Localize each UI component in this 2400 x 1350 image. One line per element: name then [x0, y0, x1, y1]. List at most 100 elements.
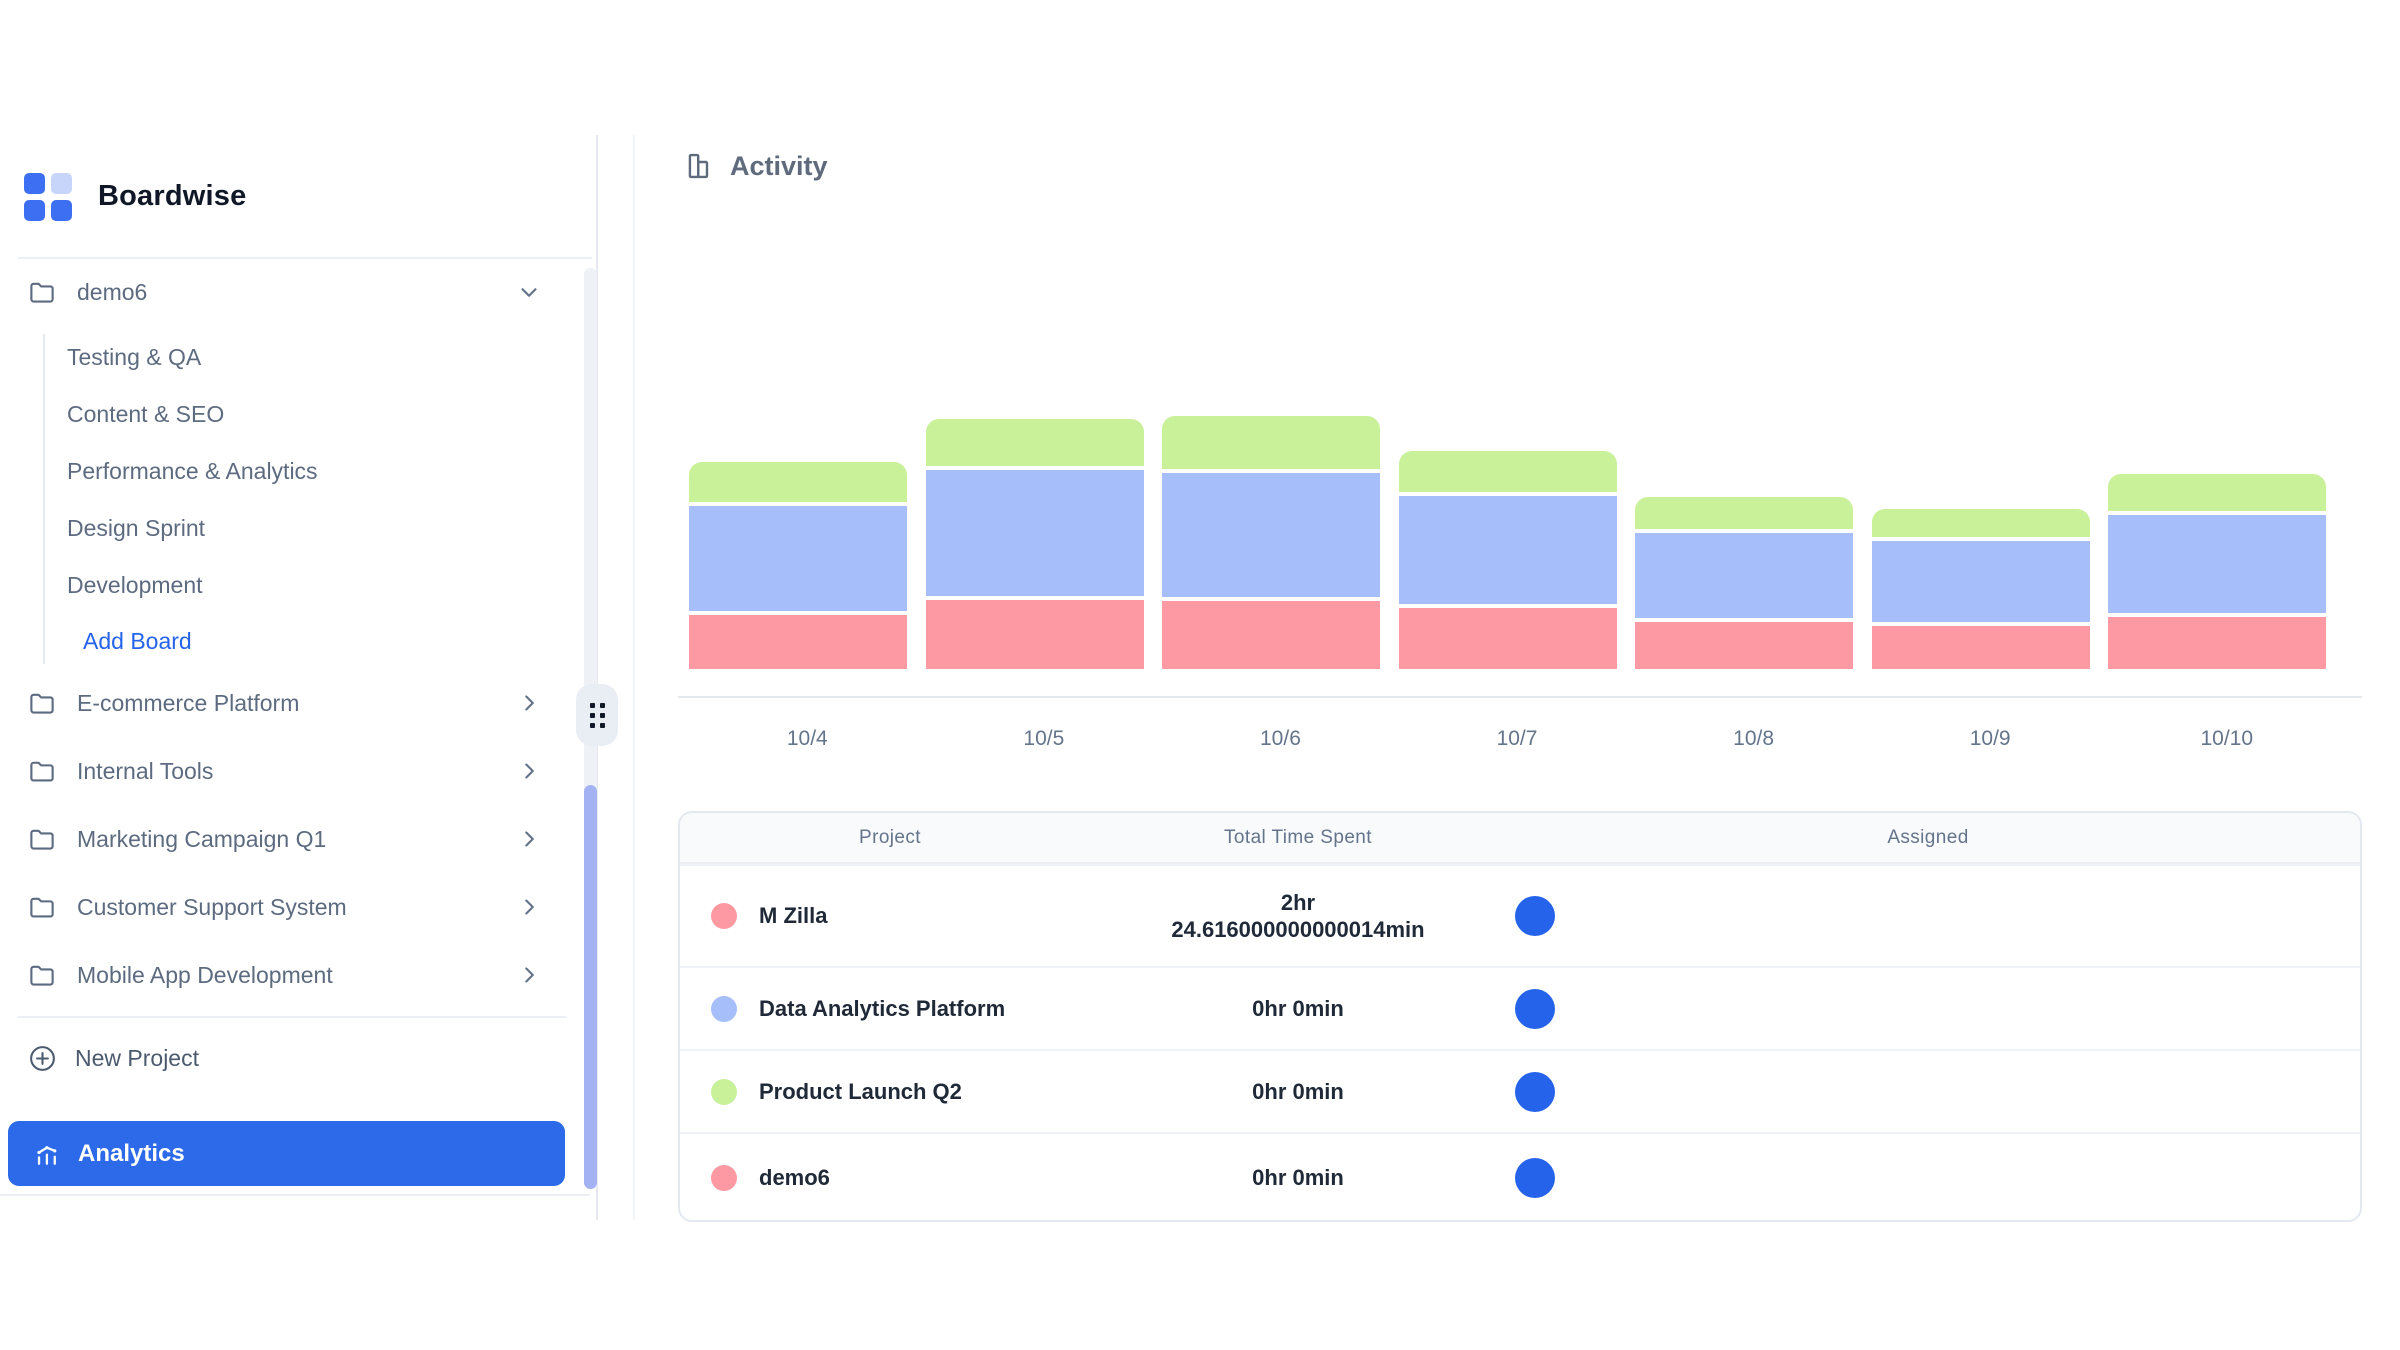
table-row: M Zilla 2hr 24.616000000000014min: [680, 864, 2360, 966]
assignee-avatar: [1515, 1157, 1555, 1198]
assigned-cell: [1496, 1157, 2360, 1198]
sidebar-item-customer-support-system[interactable]: Customer Support System: [0, 873, 566, 941]
time-cell: 2hr 24.616000000000014min: [1100, 889, 1496, 944]
board-label: Design Sprint: [67, 515, 206, 541]
analytics-label: Analytics: [78, 1139, 185, 1167]
sidebar-board-design-sprint[interactable]: Design Sprint: [0, 500, 566, 557]
time-line: 2hr: [1280, 889, 1316, 915]
project-label: Customer Support System: [77, 893, 347, 920]
project-color-dot: [711, 903, 737, 929]
bar-segment-product-launch-q2: [689, 462, 907, 502]
analytics-button[interactable]: Analytics: [8, 1121, 565, 1186]
sidebar-item-ecommerce-platform[interactable]: E-commerce Platform: [0, 669, 566, 737]
sidebar-item-mobile-app-development[interactable]: Mobile App Development: [0, 941, 566, 1009]
time-cell: 0hr 0min: [1100, 995, 1496, 1023]
board-list: Testing & QA Content & SEO Performance &…: [0, 329, 566, 668]
x-axis-label: 10/9: [1969, 727, 2011, 750]
assigned-cell: [1496, 896, 2360, 936]
board-label: Content & SEO: [67, 401, 225, 427]
bar-segment-data-analytics-platform: [925, 470, 1144, 596]
column-header-project: Project: [859, 826, 921, 848]
bar-segment-data-analytics-platform: [1635, 533, 1854, 618]
folder-icon: [27, 277, 57, 307]
project-name: demo6: [759, 1164, 830, 1190]
x-axis-label: 10/7: [1496, 727, 1538, 750]
project-cell: Product Launch Q2: [680, 1078, 1100, 1105]
logo-square-light: [51, 173, 72, 194]
stacked-bar-10/8: [1635, 497, 1854, 669]
bar-slot: [689, 410, 926, 669]
bar-segment-product-launch-q2: [925, 419, 1144, 466]
time-cell: 0hr 0min: [1100, 1078, 1496, 1106]
chevron-right-icon[interactable]: [516, 962, 542, 988]
chevron-right-icon[interactable]: [516, 690, 542, 716]
bar-segment-m-zilla: [689, 615, 907, 669]
table-row: Product Launch Q2 0hr 0min: [680, 1049, 2360, 1132]
logo-divider: [18, 257, 592, 259]
boardwise-logo-icon: [24, 173, 72, 221]
logo-square: [24, 173, 45, 194]
column-header-assigned: Assigned: [1887, 826, 1969, 848]
stacked-bar-10/7: [1398, 451, 1617, 669]
section-title: Activity: [730, 150, 828, 181]
new-project-button[interactable]: New Project: [0, 1024, 566, 1092]
project-name: Product Launch Q2: [759, 1078, 962, 1104]
stacked-bar-10/10: [2108, 474, 2327, 669]
sidebar-board-development[interactable]: Development: [0, 557, 566, 614]
project-label: Marketing Campaign Q1: [77, 825, 327, 852]
project-cell: M Zilla: [680, 903, 1100, 929]
brand-title: Boardwise: [98, 180, 247, 212]
add-board-button[interactable]: Add Board: [0, 614, 566, 668]
chevron-right-icon[interactable]: [516, 894, 542, 920]
project-list: E-commerce Platform Internal Tools Marke…: [0, 669, 566, 1009]
bar-segment-data-analytics-platform: [1162, 473, 1381, 597]
sidebar-item-demo6[interactable]: demo6: [0, 264, 566, 320]
assignee-avatar: [1515, 988, 1555, 1029]
sidebar-board-testing-qa[interactable]: Testing & QA: [0, 329, 566, 386]
time-line: 24.616000000000014min: [1171, 917, 1425, 942]
time-line: 0hr 0min: [1252, 995, 1344, 1021]
x-axis-label: 10/5: [1023, 727, 1065, 750]
sidebar-scrollbar-thumb[interactable]: [584, 785, 597, 1189]
folder-icon: [27, 688, 57, 718]
folder-icon: [27, 756, 57, 786]
table-row: demo6 0hr 0min: [680, 1132, 2360, 1220]
x-axis-label: 10/4: [786, 727, 828, 750]
bar-segment-data-analytics-platform: [2108, 515, 2327, 613]
project-name: Data Analytics Platform: [759, 995, 1006, 1021]
sidebar-board-performance-analytics[interactable]: Performance & Analytics: [0, 443, 566, 500]
circle-plus-icon: [27, 1043, 58, 1074]
bar-slot: [925, 410, 1163, 669]
project-label: Mobile App Development: [77, 961, 333, 988]
x-axis-line: [678, 696, 2362, 698]
sidebar-item-marketing-campaign-q1[interactable]: Marketing Campaign Q1: [0, 805, 566, 873]
add-board-label: Add Board: [83, 627, 192, 654]
project-cell: Data Analytics Platform: [680, 995, 1100, 1022]
bar-segment-product-launch-q2: [1871, 509, 2090, 537]
bar-segment-data-analytics-platform: [1398, 496, 1617, 604]
sidebar-right-border: [596, 135, 598, 1220]
table-header: Project Total Time Spent Assigned: [680, 813, 2360, 864]
folder-icon: [27, 824, 57, 854]
bar-segment-product-launch-q2: [1398, 451, 1617, 492]
chevron-right-icon[interactable]: [516, 826, 542, 852]
activity-header: Activity: [683, 150, 828, 182]
chevron-down-icon[interactable]: [516, 279, 542, 305]
bar-slot: [1162, 410, 1399, 669]
bar-segment-data-analytics-platform: [1871, 541, 2090, 622]
panel-resize-handle[interactable]: [576, 684, 618, 746]
logo-square: [51, 200, 72, 221]
bar-segment-data-analytics-platform: [689, 506, 907, 611]
x-axis-label: 10/10: [2200, 727, 2254, 750]
board-label: Development: [67, 572, 203, 598]
chevron-right-icon[interactable]: [516, 758, 542, 784]
logo-square: [24, 200, 45, 221]
board-label: Testing & QA: [67, 344, 202, 370]
sidebar-board-content-seo[interactable]: Content & SEO: [0, 386, 566, 443]
project-cell: demo6: [680, 1164, 1100, 1191]
project-label: demo6: [77, 278, 148, 305]
new-project-label: New Project: [75, 1044, 199, 1071]
assigned-cell: [1496, 1071, 2360, 1112]
sidebar-item-internal-tools[interactable]: Internal Tools: [0, 737, 566, 805]
stacked-bar-10/6: [1162, 416, 1381, 669]
